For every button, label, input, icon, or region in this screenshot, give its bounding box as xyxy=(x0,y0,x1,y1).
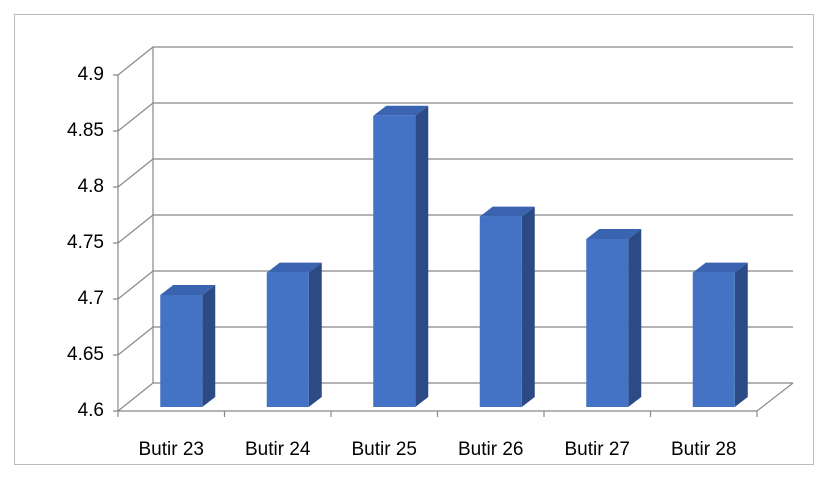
bar-side xyxy=(308,262,322,407)
x-tick-label: Butir 28 xyxy=(671,439,736,460)
x-tick-label: Butir 23 xyxy=(139,439,204,460)
bottom-cover xyxy=(0,465,828,477)
bar-side xyxy=(734,262,748,407)
bar-front xyxy=(373,115,416,408)
bar xyxy=(479,206,535,407)
bar-top xyxy=(373,105,429,116)
x-tick-label: Butir 24 xyxy=(245,439,311,460)
y-tick-label: 4.9 xyxy=(78,64,104,85)
grid-line xyxy=(113,158,793,188)
bar-front xyxy=(160,295,203,407)
bar-side xyxy=(521,206,535,407)
bar-top xyxy=(266,262,322,273)
bar-top xyxy=(160,285,216,295)
y-tick-label: 4.75 xyxy=(67,232,104,253)
x-tick-label: Butir 26 xyxy=(458,439,523,460)
bar xyxy=(692,262,748,407)
bar-top xyxy=(479,206,535,217)
bar-front xyxy=(266,272,309,407)
bar-front xyxy=(479,216,522,407)
grid-line xyxy=(113,270,793,300)
bar-side xyxy=(202,285,216,407)
bar-top xyxy=(586,229,642,239)
y-tick-label: 4.85 xyxy=(67,120,104,141)
bar xyxy=(160,285,216,407)
y-tick-label: 4.6 xyxy=(78,400,104,421)
grid-line xyxy=(113,326,793,356)
grid-line xyxy=(113,46,793,76)
x-tick-label: Butir 27 xyxy=(565,439,630,460)
bar xyxy=(373,105,429,408)
grid-line xyxy=(113,382,793,412)
y-tick-label: 4.8 xyxy=(78,176,104,197)
bar xyxy=(586,229,642,407)
bar-top xyxy=(692,262,748,273)
grid-line xyxy=(113,102,793,132)
y-tick-label: 4.65 xyxy=(67,344,104,365)
grid-line xyxy=(113,214,793,244)
bar-side xyxy=(415,105,429,408)
x-tick-label: Butir 25 xyxy=(352,439,417,460)
bar-front xyxy=(692,272,735,407)
bar-front xyxy=(586,239,629,407)
bar-side xyxy=(628,229,642,407)
y-tick-label: 4.7 xyxy=(78,288,104,309)
bar xyxy=(266,262,322,407)
